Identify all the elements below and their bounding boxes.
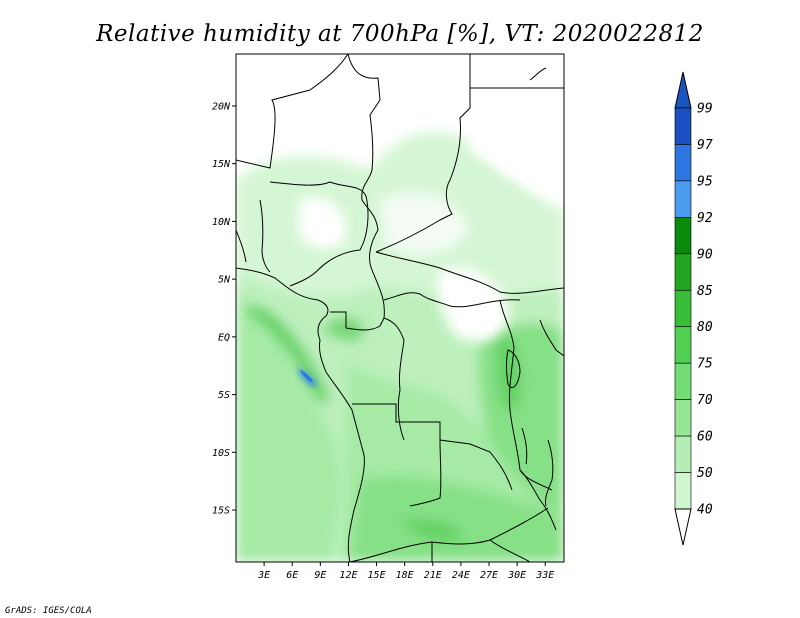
colorbar-swatch (674, 435, 692, 473)
colorbar-label: 90 (697, 247, 713, 262)
lon-tick-label: 12E (339, 570, 357, 581)
colorbar-under-arrow (674, 508, 692, 546)
longitude-axis: 3E 6E 9E 12E 15E 18E 21E 24E 27E 30E 33E (257, 562, 554, 581)
colorbar-label: 80 (697, 320, 713, 335)
colorbar-label: 60 (697, 430, 713, 445)
lat-tick-label: 10S (212, 448, 230, 459)
lon-tick-label: 30E (507, 570, 526, 581)
lat-tick-label: 5S (218, 390, 230, 401)
map-frame (235, 53, 565, 563)
lon-tick-label: 24E (452, 570, 470, 581)
lat-tick-label: EQ (218, 332, 230, 343)
humidity-field (236, 54, 564, 562)
colorbar-swatch (674, 399, 692, 437)
colorbar-label: 40 (697, 503, 713, 518)
latitude-axis: 20N 15N 10N 5N EQ 5S 10S 15S (212, 101, 236, 517)
colorbar-swatch (674, 180, 692, 218)
lon-tick-label: 18E (396, 570, 414, 581)
map-title: Relative humidity at 700hPa [%], VT: 202… (95, 21, 704, 47)
colorbar-label: 50 (697, 466, 713, 481)
lat-tick-label: 10N (212, 217, 231, 228)
lat-tick-label: 15S (212, 506, 230, 517)
lon-tick-label: 15E (368, 570, 386, 581)
lat-tick-label: 15N (212, 159, 231, 170)
lon-tick-label: 9E (314, 570, 326, 581)
colorbar-swatch (674, 217, 692, 255)
lon-tick-label: 27E (480, 570, 498, 581)
lat-tick-label: 20N (212, 101, 231, 112)
colorbar-label: 92 (697, 211, 713, 226)
lon-tick-label: 21E (424, 570, 442, 581)
colorbar-swatch (674, 144, 692, 182)
lon-tick-label: 3E (257, 570, 270, 581)
colorbar-swatch (674, 289, 692, 328)
colorbar-label: 99 (697, 102, 713, 117)
colorbar-legend: 99 97 95 92 90 85 80 75 70 60 50 40 (674, 71, 713, 546)
colorbar-swatch (674, 253, 692, 291)
footer-credit: GrADS: IGES/COLA (5, 606, 92, 616)
colorbar-swatch (674, 326, 692, 364)
colorbar-swatch (674, 107, 692, 145)
lon-tick-label: 6E (286, 570, 298, 581)
colorbar-label: 75 (697, 357, 713, 372)
colorbar-over-arrow (674, 71, 692, 109)
colorbar-label: 85 (697, 284, 713, 299)
colorbar-label: 97 (697, 138, 713, 153)
colorbar-swatch (674, 472, 692, 510)
lat-tick-label: 5N (218, 275, 231, 286)
colorbar-swatch (674, 362, 692, 400)
colorbar-label: 95 (697, 174, 713, 189)
colorbar-label: 70 (697, 393, 713, 408)
lon-tick-label: 33E (535, 570, 554, 581)
country-borders (236, 54, 564, 562)
